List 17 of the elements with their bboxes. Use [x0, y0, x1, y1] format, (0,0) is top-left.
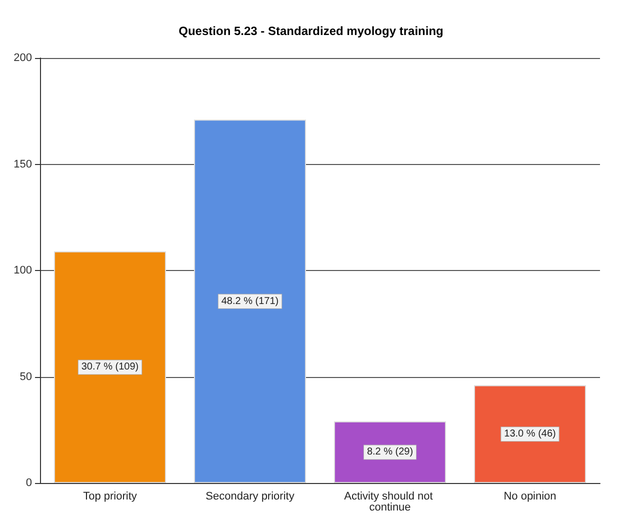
bar — [54, 251, 166, 483]
bar — [474, 385, 586, 483]
y-tick-label: 0 — [26, 477, 32, 489]
data-label: 48.2 % (171) — [221, 296, 279, 307]
data-label: 30.7 % (109) — [81, 362, 139, 373]
x-tick-label: Top priority — [83, 490, 138, 502]
data-label: 13.0 % (46) — [504, 428, 556, 440]
y-tick-label: 50 — [20, 370, 32, 383]
y-tick-label: 100 — [14, 264, 32, 276]
x-tick-label: Activity should not continue — [344, 490, 436, 514]
bar — [194, 120, 306, 483]
x-tick-label: Secondary priority — [206, 490, 295, 502]
y-tick-label: 150 — [14, 158, 32, 170]
data-label: 8.2 % (29) — [366, 446, 414, 458]
x-tick-label: No opinion — [504, 490, 556, 502]
y-tick-label: 200 — [14, 52, 32, 64]
chart-title: Question 5.23 - Standardized myology training — [178, 24, 444, 38]
